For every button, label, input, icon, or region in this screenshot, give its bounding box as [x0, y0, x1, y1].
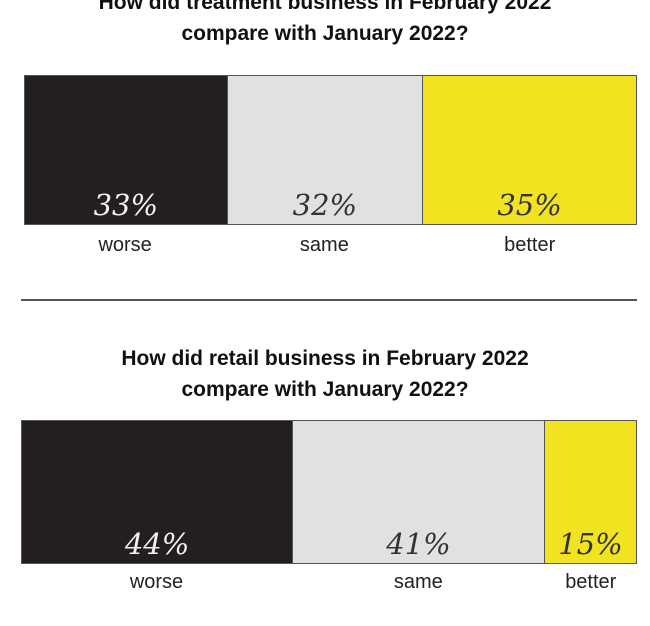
category-label-same: same — [299, 234, 349, 256]
category-label-same: same — [393, 571, 443, 593]
bar-segment-same: 32% — [226, 76, 423, 224]
treatment-business-chart: How did treatment business in February 2… — [0, 0, 650, 290]
category-labels: worse same better — [21, 569, 637, 595]
bar-segment-worse: 44% — [22, 421, 293, 563]
chart-title: How did treatment business in February 2… — [0, 0, 650, 49]
value-label-worse: 44% — [124, 527, 190, 561]
category-label-worse: worse — [98, 234, 152, 256]
category-label-better: better — [565, 571, 617, 593]
section-divider — [21, 299, 637, 301]
bar-segment-same: 41% — [292, 421, 544, 563]
chart-title-line-2: compare with January 2022? — [181, 22, 469, 45]
bar-segment-better: 35% — [422, 76, 636, 224]
category-label-better: better — [504, 234, 556, 256]
value-label-better: 35% — [497, 188, 562, 222]
stacked-bar: 44% 41% 15% — [21, 420, 637, 564]
chart-title-line-2: compare with January 2022? — [181, 378, 469, 401]
bar-segment-worse: 33% — [25, 76, 227, 224]
value-label-same: 41% — [386, 527, 451, 561]
value-label-same: 32% — [292, 188, 358, 222]
chart-title-line-1: How did retail business in February 2022 — [121, 347, 529, 370]
category-label-worse: worse — [129, 571, 184, 593]
retail-business-chart: How did retail business in February 2022… — [0, 340, 650, 626]
chart-title: How did retail business in February 2022… — [0, 343, 650, 405]
bar-segment-better: 15% — [543, 421, 636, 563]
stacked-bar: 33% 32% 35% — [24, 75, 637, 225]
category-labels: worse same better — [24, 232, 637, 258]
value-label-better: 15% — [558, 527, 623, 561]
value-label-worse: 33% — [93, 188, 159, 222]
chart-title-line-1: How did treatment business in February 2… — [98, 0, 552, 14]
